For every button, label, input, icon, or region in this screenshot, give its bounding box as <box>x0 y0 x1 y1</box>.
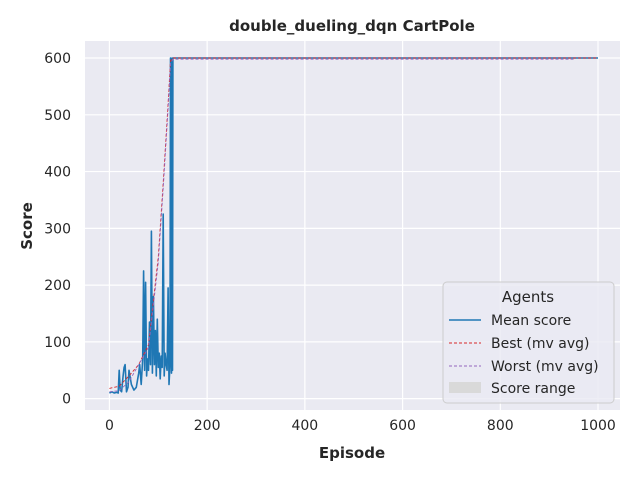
x-tick-label: 400 <box>291 418 318 434</box>
x-tick-label: 800 <box>487 418 514 434</box>
series-best-mv-avg <box>109 57 598 389</box>
legend-swatch-score-range <box>449 382 481 393</box>
y-tick-label: 100 <box>44 335 71 351</box>
y-axis-label: Score <box>18 202 36 250</box>
y-tick-label: 0 <box>62 392 71 408</box>
series-mean-score <box>109 57 598 394</box>
chart-title: double_dueling_dqn CartPole <box>229 17 475 35</box>
series-worst-mv-avg <box>109 58 574 393</box>
legend-label-worst-mv-avg: Worst (mv avg) <box>491 359 599 375</box>
x-tick-label: 600 <box>389 418 416 434</box>
legend-label-best-mv-avg: Best (mv avg) <box>491 336 590 352</box>
y-tick-label: 300 <box>44 221 71 237</box>
x-tick-label: 200 <box>194 418 221 434</box>
y-tick-label: 500 <box>44 108 71 124</box>
x-axis-label: Episode <box>319 444 385 462</box>
grid <box>85 41 620 410</box>
series-layer <box>109 57 598 394</box>
legend-box <box>442 281 615 404</box>
y-tick-label: 200 <box>44 278 71 294</box>
x-tick-label: 1000 <box>580 418 616 434</box>
y-tick-label: 400 <box>44 165 71 181</box>
tick-labels: 0 200 400 600 800 1000 0 100 200 300 400 500 600 <box>44 51 616 434</box>
legend-label-score-range: Score range <box>491 381 575 397</box>
x-tick-label: 0 <box>105 418 114 434</box>
legend-title: Agents <box>502 288 554 306</box>
legend-label-mean-score: Mean score <box>491 313 571 329</box>
legend: Agents Mean score Best (mv avg) Worst (m… <box>442 281 615 404</box>
y-tick-label: 600 <box>44 51 71 67</box>
